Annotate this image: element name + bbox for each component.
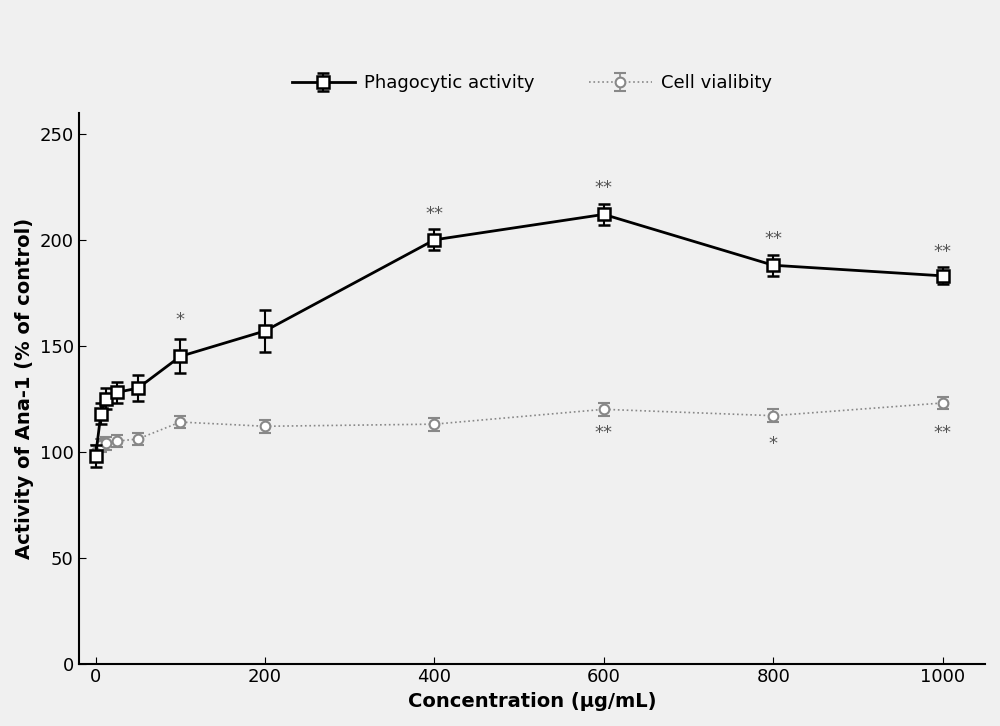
- Text: **: **: [934, 424, 952, 442]
- Text: **: **: [764, 230, 782, 248]
- Text: *: *: [176, 311, 185, 329]
- Legend: Phagocytic activity, Cell vialibity: Phagocytic activity, Cell vialibity: [285, 67, 779, 99]
- Y-axis label: Activity of Ana-1 (% of control): Activity of Ana-1 (% of control): [15, 218, 34, 559]
- Text: **: **: [595, 179, 613, 197]
- Text: **: **: [934, 243, 952, 261]
- Text: **: **: [425, 205, 443, 223]
- Text: *: *: [769, 435, 778, 453]
- X-axis label: Concentration (μg/mL): Concentration (μg/mL): [408, 692, 656, 711]
- Text: **: **: [595, 424, 613, 442]
